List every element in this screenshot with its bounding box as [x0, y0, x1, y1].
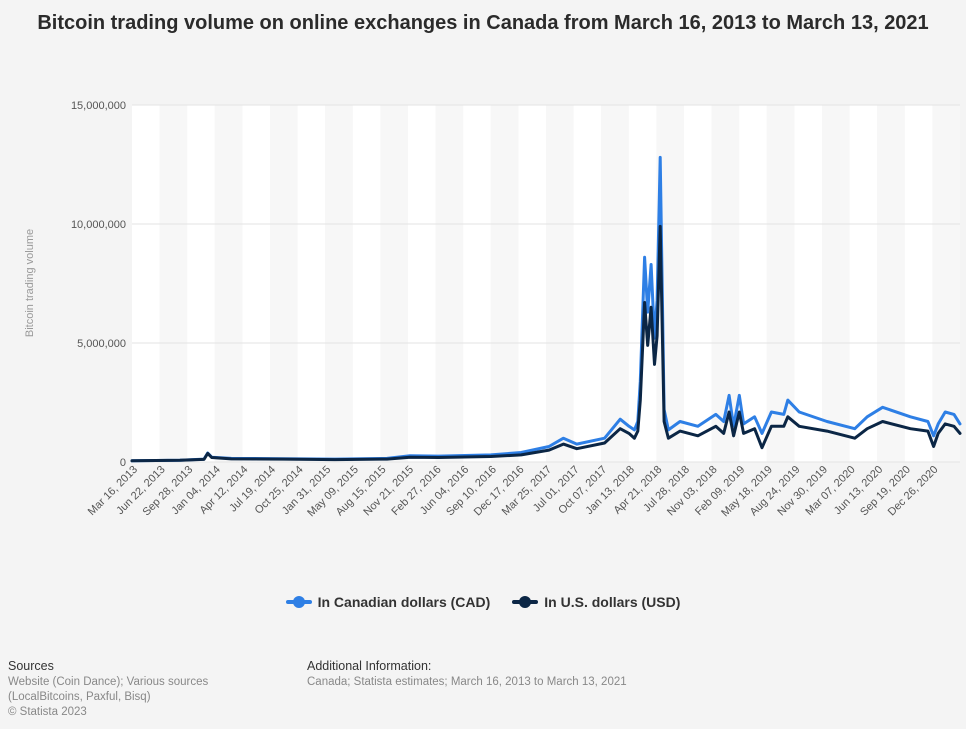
plot-band	[877, 105, 905, 462]
plot-band	[297, 105, 326, 462]
plot-band	[711, 105, 740, 462]
plot-background-bands	[132, 105, 960, 462]
legend-swatch-cad-dot	[292, 596, 305, 608]
plot-band	[187, 105, 215, 462]
y-tick-label: 0	[120, 457, 126, 469]
plot-band	[270, 105, 298, 462]
additional-info-text: Canada; Statista estimates; March 16, 20…	[307, 676, 627, 688]
plot-band	[490, 105, 519, 462]
sources-line-1: Website (Coin Dance); Various sources	[8, 676, 209, 688]
legend-label-usd: In U.S. dollars (USD)	[544, 594, 681, 610]
plot-band	[214, 105, 243, 462]
plot-band	[794, 105, 822, 462]
legend-label-cad: In Canadian dollars (CAD)	[317, 594, 491, 610]
y-axis-label: Bitcoin trading volume	[24, 229, 36, 337]
plot-band	[380, 105, 408, 462]
plot-band	[601, 105, 629, 462]
plot-band	[546, 105, 574, 462]
y-gridlines	[132, 104, 960, 463]
plot-band	[435, 105, 464, 462]
plot-band	[904, 105, 933, 462]
plot-band	[822, 105, 850, 462]
plot-band	[932, 105, 960, 462]
plot-band	[518, 105, 546, 462]
plot-band	[242, 105, 270, 462]
y-tick-label: 5,000,000	[77, 338, 126, 350]
sources-heading: Sources	[8, 659, 54, 673]
legend-item-cad[interactable]: In Canadian dollars (CAD)	[285, 594, 491, 610]
plot-band	[463, 105, 491, 462]
legend-swatch-usd-dot	[519, 596, 532, 608]
additional-info-block: Additional Information: Canada; Statista…	[307, 659, 727, 690]
chart-legend: In Canadian dollars (CAD) In U.S. dollar…	[0, 594, 966, 610]
chart-title: Bitcoin trading volume on online exchang…	[37, 12, 929, 34]
legend-swatch-cad	[285, 596, 312, 608]
legend-swatch-usd	[512, 596, 539, 608]
plot-band	[132, 105, 160, 462]
bitcoin-volume-line-chart: Bitcoin trading volume 0 5,000,000 10,000,…	[24, 100, 962, 520]
plot-band	[573, 105, 602, 462]
plot-band	[739, 105, 767, 462]
legend-item-usd[interactable]: In U.S. dollars (USD)	[512, 594, 680, 610]
plot-band	[408, 105, 436, 462]
plot-band	[159, 105, 188, 462]
sources-block: Sources Website (Coin Dance); Various so…	[8, 659, 248, 720]
y-tick-label: 10,000,000	[71, 219, 126, 231]
plot-band	[325, 105, 353, 462]
y-tick-label: 15,000,000	[71, 100, 126, 112]
plot-band	[684, 105, 712, 462]
series-line-usd	[130, 224, 962, 463]
plot-band	[849, 105, 878, 462]
y-axis-ticks: 0 5,000,000 10,000,000 15,000,000	[71, 100, 126, 469]
copyright-text: © Statista 2023	[8, 706, 87, 718]
sources-line-2: (LocalBitcoins, Paxful, Bisq)	[8, 691, 151, 703]
series-lines	[130, 155, 962, 463]
additional-info-heading: Additional Information:	[307, 659, 432, 673]
plot-band	[352, 105, 381, 462]
plot-band	[766, 105, 795, 462]
